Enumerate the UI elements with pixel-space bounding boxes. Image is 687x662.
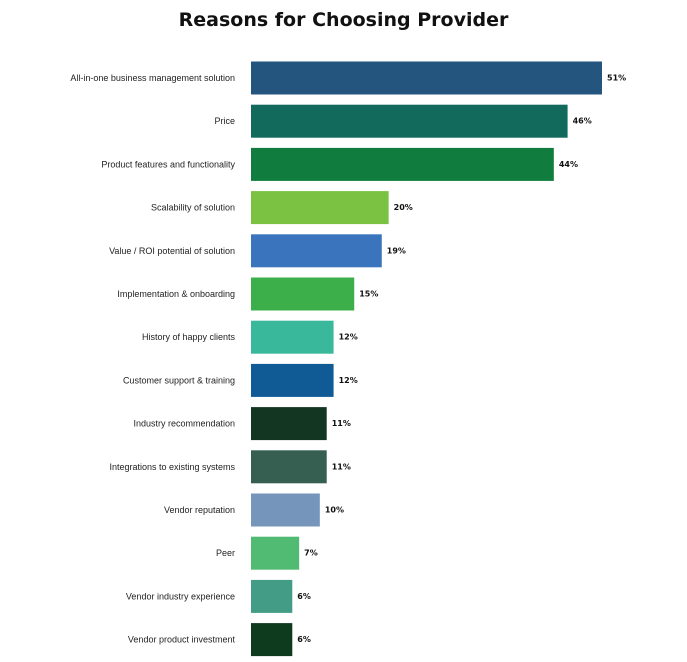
bars-group — [251, 61, 602, 657]
value-label-product-features-and-functionality: 44% — [559, 160, 578, 169]
category-label-industry-recommendation: Industry recommendation — [133, 419, 235, 429]
value-label-integrations-to-existing-systems: 11% — [332, 462, 351, 471]
value-label-vendor-industry-experience: 6% — [297, 592, 311, 601]
bar-customer-support-training — [251, 363, 334, 397]
category-label-vendor-industry-experience: Vendor industry experience — [126, 591, 235, 601]
category-label-history-of-happy-clients: History of happy clients — [142, 332, 236, 342]
category-label-value-roi-potential-of-solution: Value / ROI potential of solution — [109, 246, 235, 256]
bar-scalability-of-solution — [251, 191, 389, 225]
bar-value-roi-potential-of-solution — [251, 234, 382, 268]
category-label-product-features-and-functionality: Product features and functionality — [101, 159, 235, 169]
value-label-price: 46% — [573, 117, 592, 126]
bar-peer — [251, 536, 300, 570]
value-label-vendor-reputation: 10% — [325, 506, 344, 515]
category-label-peer: Peer — [216, 548, 235, 558]
category-label-vendor-product-investment: Vendor product investment — [128, 635, 236, 645]
bar-product-features-and-functionality — [251, 147, 554, 181]
value-label-customer-support-training: 12% — [339, 376, 358, 385]
bar-history-of-happy-clients — [251, 320, 334, 354]
category-label-customer-support-training: Customer support & training — [123, 375, 235, 385]
value-label-industry-recommendation: 11% — [332, 419, 351, 428]
category-labels-group: All-in-one business management solution P… — [70, 73, 235, 645]
category-label-implementation-onboarding: Implementation & onboarding — [117, 289, 235, 299]
category-label-scalability-of-solution: Scalability of solution — [151, 203, 235, 213]
category-label-integrations-to-existing-systems: Integrations to existing systems — [109, 462, 235, 472]
bar-vendor-product-investment — [251, 623, 293, 657]
value-label-value-roi-potential-of-solution: 19% — [387, 246, 406, 255]
value-label-peer: 7% — [304, 549, 318, 558]
chart-title: Reasons for Choosing Provider — [178, 9, 509, 31]
value-label-implementation-onboarding: 15% — [359, 290, 378, 299]
value-label-all-in-one-business-management-solution: 51% — [607, 74, 626, 83]
value-label-vendor-product-investment: 6% — [297, 635, 311, 644]
value-label-history-of-happy-clients: 12% — [339, 333, 358, 342]
value-labels-group: 51% 46% 44% 20% 19% 15% 12% 12% 11% 11% 10% 7% 6% 6% — [297, 74, 626, 645]
bar-implementation-onboarding — [251, 277, 355, 311]
category-label-price: Price — [214, 116, 235, 126]
bar-all-in-one-business-management-solution — [251, 61, 602, 95]
value-label-scalability-of-solution: 20% — [394, 203, 413, 212]
category-label-all-in-one-business-management-solution: All-in-one business management solution — [70, 73, 235, 83]
bar-industry-recommendation — [251, 407, 327, 441]
bar-price — [251, 104, 568, 138]
category-label-vendor-reputation: Vendor reputation — [164, 505, 235, 515]
bar-integrations-to-existing-systems — [251, 450, 327, 484]
bar-vendor-industry-experience — [251, 579, 293, 613]
bar-vendor-reputation — [251, 493, 320, 527]
